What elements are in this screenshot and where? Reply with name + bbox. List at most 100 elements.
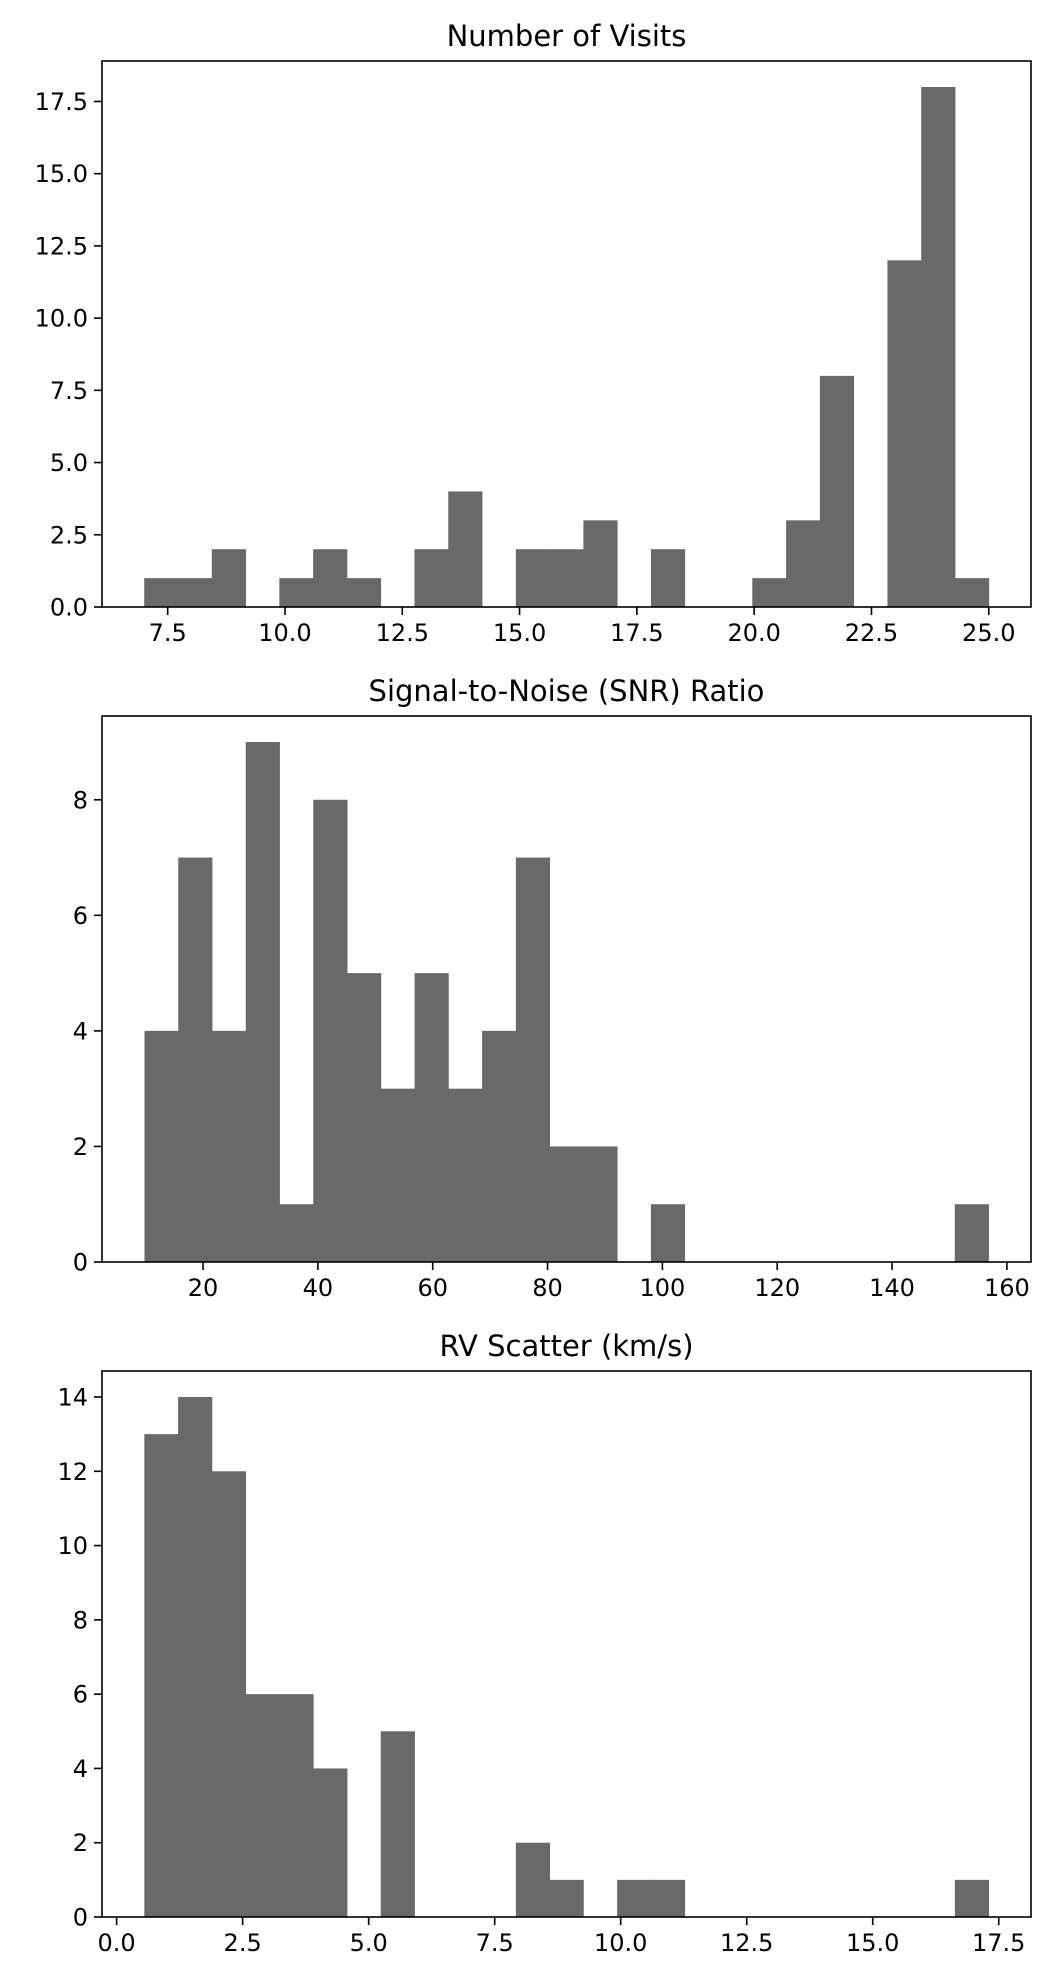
x-tick-label: 0.0 bbox=[98, 1929, 136, 1957]
x-tick-label: 17.5 bbox=[610, 619, 663, 647]
histogram-bar bbox=[954, 1879, 990, 1917]
histogram-bar bbox=[887, 260, 922, 607]
y-tick-label: 8 bbox=[73, 786, 88, 814]
y-tick-label: 6 bbox=[73, 902, 88, 930]
histogram-bar bbox=[346, 578, 382, 607]
histogram-bar bbox=[178, 857, 213, 1262]
y-tick-label: 10 bbox=[57, 1532, 88, 1560]
plot-frame bbox=[101, 1370, 1032, 1918]
histogram-bar bbox=[549, 549, 584, 607]
y-tick-label: 10.0 bbox=[35, 305, 88, 333]
histogram-bar bbox=[245, 1694, 280, 1917]
histogram-bar bbox=[752, 578, 787, 607]
histogram-bar bbox=[549, 1879, 584, 1917]
y-tick-label: 5.0 bbox=[50, 449, 88, 477]
x-tick-label: 12.5 bbox=[720, 1929, 773, 1957]
histogram-bar bbox=[448, 491, 483, 607]
histogram-bar bbox=[313, 799, 348, 1262]
y-tick-label: 12 bbox=[57, 1458, 88, 1486]
histogram-bar bbox=[279, 1204, 314, 1262]
x-tick-label: 5.0 bbox=[350, 1929, 388, 1957]
histogram-bar bbox=[313, 1768, 348, 1917]
y-tick-label: 6 bbox=[73, 1681, 88, 1709]
histogram-bar bbox=[921, 87, 956, 607]
histogram-bar bbox=[954, 1204, 989, 1262]
y-tick-label: 0.0 bbox=[50, 594, 88, 622]
chart-panel-2: 20 40 60 80 100 120 140 160 0 2 4 6 8 Signal-to-Noise… bbox=[73, 674, 1032, 1302]
x-tick-label: 7.5 bbox=[149, 619, 187, 647]
histogram-bar bbox=[245, 742, 280, 1262]
histogram-bar bbox=[212, 1030, 247, 1262]
chart-title: Number of Visits bbox=[447, 19, 687, 53]
x-tick-label: 15.0 bbox=[846, 1929, 899, 1957]
x-tick-label: 160 bbox=[984, 1274, 1030, 1302]
histogram-bar bbox=[380, 1088, 415, 1262]
histogram-bar bbox=[144, 1434, 179, 1917]
histogram-bar bbox=[515, 549, 551, 607]
chart-title: RV Scatter (km/s) bbox=[439, 1329, 693, 1363]
histogram-bar bbox=[380, 1731, 415, 1917]
histogram-bar bbox=[144, 1030, 179, 1262]
y-tick-label: 0 bbox=[73, 1904, 88, 1932]
histogram-bar bbox=[448, 1088, 483, 1262]
y-tick-label: 8 bbox=[73, 1606, 88, 1634]
x-tick-label: 10.0 bbox=[258, 619, 311, 647]
histogram-bar bbox=[482, 1030, 517, 1262]
chart-title: Signal-to-Noise (SNR) Ratio bbox=[369, 674, 765, 708]
x-tick-label: 20.0 bbox=[727, 619, 780, 647]
x-tick-label: 100 bbox=[639, 1274, 685, 1302]
y-tick-label: 7.5 bbox=[50, 377, 88, 405]
y-tick-label: 12.5 bbox=[35, 232, 88, 260]
histogram-bar bbox=[650, 1204, 686, 1262]
y-tick-label: 14 bbox=[57, 1384, 88, 1412]
plot-frame bbox=[101, 715, 1032, 1263]
x-tick-label: 2.5 bbox=[224, 1929, 262, 1957]
histogram-bar bbox=[617, 1879, 652, 1917]
y-tick-label: 2.5 bbox=[50, 521, 88, 549]
x-tick-label: 17.5 bbox=[972, 1929, 1025, 1957]
y-tick-label: 4 bbox=[73, 1017, 88, 1045]
histogram-bar bbox=[144, 578, 179, 607]
histogram-bar bbox=[313, 549, 348, 607]
y-tick-label: 4 bbox=[73, 1755, 88, 1783]
histogram-bar bbox=[211, 549, 246, 607]
histogram-bar bbox=[414, 973, 449, 1262]
x-tick-label: 40 bbox=[303, 1274, 334, 1302]
x-tick-label: 60 bbox=[417, 1274, 448, 1302]
histogram-bar bbox=[178, 1397, 213, 1917]
y-tick-label: 17.5 bbox=[35, 88, 88, 116]
y-tick-label: 2 bbox=[73, 1829, 88, 1857]
histogram-bar bbox=[650, 549, 686, 607]
x-tick-label: 22.5 bbox=[845, 619, 898, 647]
histogram-bar bbox=[549, 1146, 584, 1262]
histogram-bar bbox=[819, 375, 855, 607]
histogram-bar bbox=[515, 857, 551, 1262]
histogram-bar bbox=[414, 549, 449, 607]
x-tick-label: 10.0 bbox=[594, 1929, 647, 1957]
histogram-bar bbox=[650, 1879, 686, 1917]
x-tick-label: 80 bbox=[532, 1274, 563, 1302]
x-tick-label: 12.5 bbox=[376, 619, 429, 647]
x-tick-label: 25.0 bbox=[962, 619, 1015, 647]
histogram-bar bbox=[583, 1146, 618, 1262]
y-tick-label: 2 bbox=[73, 1133, 88, 1161]
histogram-bar bbox=[279, 578, 314, 607]
x-tick-label: 120 bbox=[754, 1274, 800, 1302]
chart-panel-1: 7.5 10.0 12.5 15.0 17.5 20.0 22.5 25.0 0.0 2.5 5.0… bbox=[35, 19, 1032, 647]
histogram-bar bbox=[515, 1842, 551, 1917]
x-tick-label: 20 bbox=[188, 1274, 219, 1302]
y-tick-label: 0 bbox=[73, 1249, 88, 1277]
x-tick-label: 15.0 bbox=[493, 619, 546, 647]
x-tick-label: 7.5 bbox=[476, 1929, 514, 1957]
histogram-bar bbox=[347, 973, 382, 1262]
y-tick-label: 15.0 bbox=[35, 160, 88, 188]
histogram-bar bbox=[786, 520, 821, 607]
histogram-bar bbox=[954, 578, 990, 607]
histogram-bar bbox=[279, 1694, 314, 1917]
histogram-bar bbox=[178, 578, 213, 607]
x-tick-label: 140 bbox=[869, 1274, 915, 1302]
chart-panel-3: 0.0 2.5 5.0 7.5 10.0 12.5 15.0 17.5 0 2 4 6 8 10 12 14 R… bbox=[57, 1329, 1032, 1957]
histogram-bar bbox=[583, 520, 618, 607]
histogram-bar bbox=[211, 1471, 247, 1917]
